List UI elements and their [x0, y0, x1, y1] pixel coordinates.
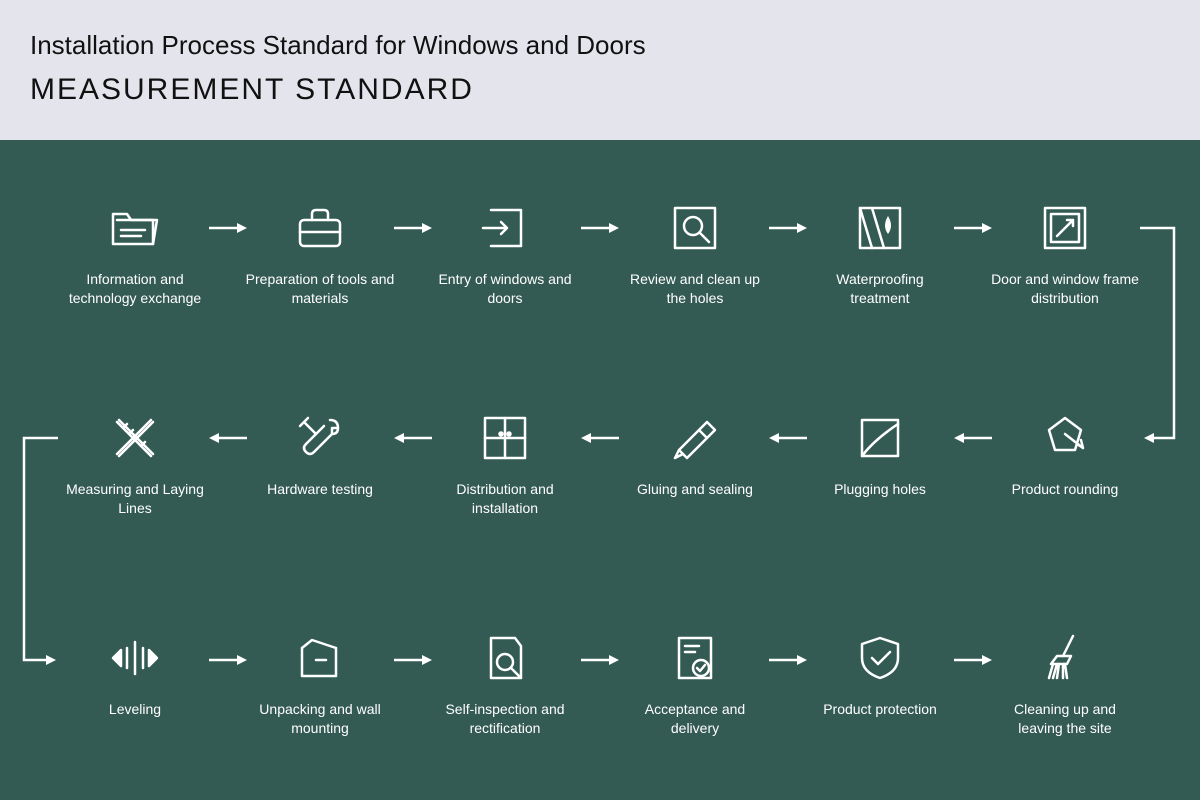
flow-step-label: Self-inspection and rectification: [430, 700, 580, 738]
flow-step-label: Information and technology exchange: [60, 270, 210, 308]
review-icon: [667, 200, 723, 256]
flow-step: Waterproofing treatment: [805, 200, 955, 308]
glue-icon: [667, 410, 723, 466]
flow-step: Distribution and installation: [430, 410, 580, 518]
flow-step: Cleaning up and leaving the site: [990, 630, 1140, 738]
flow-step: Information and technology exchange: [60, 200, 210, 308]
flow-step: Door and window frame distribution: [990, 200, 1140, 308]
flow-connector: [1140, 223, 1180, 443]
hardware-icon: [292, 410, 348, 466]
arrow-left-icon: [581, 433, 619, 443]
plug-icon: [852, 410, 908, 466]
arrow-right-icon: [954, 655, 992, 665]
flow-step-label: Waterproofing treatment: [805, 270, 955, 308]
unpack-icon: [292, 630, 348, 686]
arrow-right-icon: [581, 223, 619, 233]
flowchart: Information and technology exchange Prep…: [0, 140, 1200, 800]
flow-step: Plugging holes: [805, 410, 955, 499]
arrow-left-icon: [209, 433, 247, 443]
flow-step: Unpacking and wall mounting: [245, 630, 395, 738]
flow-step: Review and clean up the holes: [620, 200, 770, 308]
flow-step-label: Cleaning up and leaving the site: [990, 700, 1140, 738]
arrow-left-icon: [769, 433, 807, 443]
rounding-icon: [1037, 410, 1093, 466]
flow-step: Hardware testing: [245, 410, 395, 499]
flow-step: Acceptance and delivery: [620, 630, 770, 738]
arrow-right-icon: [394, 223, 432, 233]
flow-step: Self-inspection and rectification: [430, 630, 580, 738]
flow-step-label: Hardware testing: [267, 480, 373, 499]
install-icon: [477, 410, 533, 466]
flow-step-label: Door and window frame distribution: [990, 270, 1140, 308]
arrow-left-icon: [394, 433, 432, 443]
arrow-right-icon: [581, 655, 619, 665]
arrow-right-icon: [954, 223, 992, 233]
inspect-icon: [477, 630, 533, 686]
header: Installation Process Standard for Window…: [0, 0, 1200, 140]
flow-connector: [18, 433, 66, 665]
flow-step: Gluing and sealing: [620, 410, 770, 499]
flow-step-label: Entry of windows and doors: [430, 270, 580, 308]
flow-step-label: Acceptance and delivery: [620, 700, 770, 738]
accept-icon: [667, 630, 723, 686]
measure-icon: [107, 410, 163, 466]
clean-icon: [1037, 630, 1093, 686]
arrow-right-icon: [769, 655, 807, 665]
flow-step: Preparation of tools and materials: [245, 200, 395, 308]
arrow-right-icon: [209, 655, 247, 665]
flow-step-label: Product protection: [823, 700, 937, 719]
level-icon: [107, 630, 163, 686]
flow-step: Product protection: [805, 630, 955, 719]
arrow-right-icon: [769, 223, 807, 233]
flow-step-label: Review and clean up the holes: [620, 270, 770, 308]
flow-step: Product rounding: [990, 410, 1140, 499]
flow-step-label: Distribution and installation: [430, 480, 580, 518]
waterproof-icon: [852, 200, 908, 256]
entry-icon: [477, 200, 533, 256]
flow-step-label: Leveling: [109, 700, 161, 719]
page-title: Installation Process Standard for Window…: [30, 30, 1170, 61]
protect-icon: [852, 630, 908, 686]
folder-icon: [107, 200, 163, 256]
arrow-right-icon: [209, 223, 247, 233]
flow-step: Leveling: [60, 630, 210, 719]
arrow-left-icon: [954, 433, 992, 443]
flow-step-label: Measuring and Laying Lines: [60, 480, 210, 518]
arrow-right-icon: [394, 655, 432, 665]
flow-step: Entry of windows and doors: [430, 200, 580, 308]
page-subtitle: MEASUREMENT STANDARD: [30, 73, 1170, 107]
flow-step-label: Product rounding: [1012, 480, 1119, 499]
flow-step-label: Preparation of tools and materials: [245, 270, 395, 308]
flow-step-label: Gluing and sealing: [637, 480, 753, 499]
flow-step: Measuring and Laying Lines: [60, 410, 210, 518]
flow-step-label: Unpacking and wall mounting: [245, 700, 395, 738]
flow-step-label: Plugging holes: [834, 480, 926, 499]
briefcase-icon: [292, 200, 348, 256]
distribution-icon: [1037, 200, 1093, 256]
